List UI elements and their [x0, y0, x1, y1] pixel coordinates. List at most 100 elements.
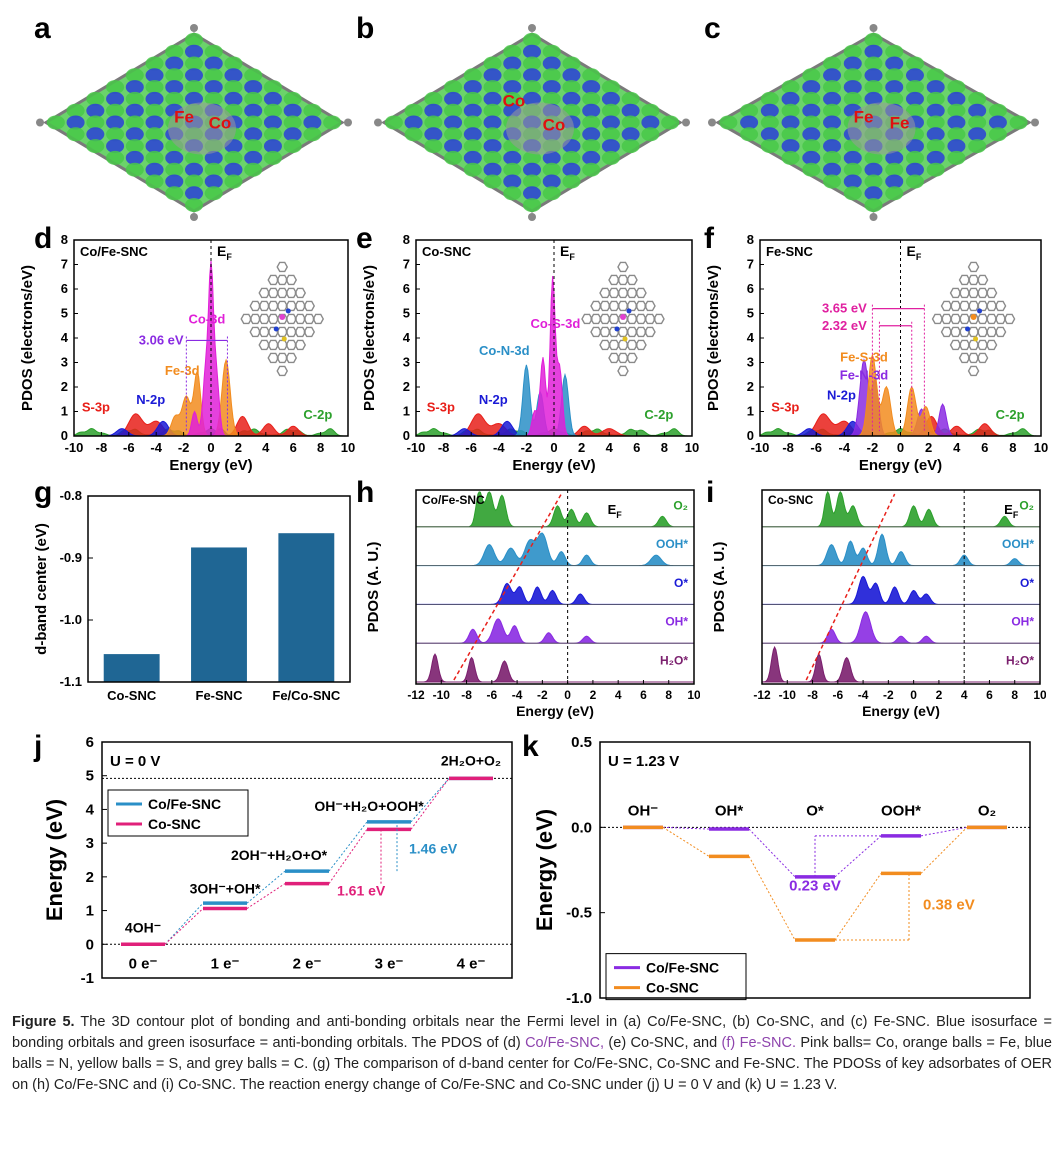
carbon-ring [608, 313, 620, 325]
carbon-ring [608, 352, 620, 364]
antibonding-lobe [843, 91, 862, 106]
y-tick-label: 0 [61, 428, 68, 443]
fermi-label: EF [608, 502, 623, 520]
electron-step-label: 1 e⁻ [211, 956, 240, 973]
plot-frame [101, 741, 513, 979]
bonding-lobe [823, 139, 842, 154]
carbon-ring [608, 274, 620, 286]
bonding-lobe [864, 91, 883, 106]
antibonding-lobe [204, 44, 223, 59]
electron-step-label: 2 e⁻ [293, 956, 322, 973]
x-tick-label: 6 [633, 440, 640, 455]
bonding-lobe [204, 80, 223, 95]
antibonding-lobe [224, 80, 243, 95]
antibonding-lobe [823, 80, 842, 95]
antibonding-lobe [823, 127, 842, 142]
carbon-ring [285, 326, 298, 338]
peak-label: Co-S-3d [530, 316, 580, 331]
x-tick-label: 6 [290, 440, 297, 455]
antibonding-lobe [125, 91, 144, 106]
carbon-ring [967, 300, 980, 312]
x-tick-label: 4 [606, 440, 614, 455]
atom-label: Fe [890, 114, 910, 133]
y-tick-label: 3 [61, 355, 68, 370]
panel-label-a: a [34, 12, 51, 45]
y-axis-label: PDOS (A. U.) [365, 542, 382, 633]
antibonding-lobe [864, 56, 883, 71]
antibonding-lobe [582, 139, 601, 154]
carbon-edge-atom [1031, 118, 1039, 127]
carbon-ring [958, 287, 971, 299]
antibonding-lobe [1009, 115, 1028, 130]
carbon-ring [285, 274, 298, 286]
antibonding-lobe [244, 162, 263, 177]
y-tick-label: 1 [747, 404, 754, 419]
carbon-ring [617, 365, 629, 377]
y-axis-label: PDOS (A. U.) [711, 542, 728, 633]
bonding-lobe [165, 56, 184, 71]
bonding-lobe [125, 150, 144, 165]
antibonding-lobe [740, 127, 759, 142]
bonding-lobe [542, 80, 561, 95]
bonding-lobe [185, 186, 203, 201]
trend-line [805, 493, 896, 681]
x-tick-label: -6 [832, 688, 843, 702]
bonding-lobe [86, 103, 105, 118]
antibonding-lobe [66, 103, 85, 118]
bonding-lobe [621, 127, 640, 142]
bonding-lobe [947, 115, 966, 130]
carbon-ring [994, 300, 1007, 312]
x-tick-label: 4 [615, 688, 622, 702]
connector [410, 778, 450, 823]
bonding-lobe [947, 139, 966, 154]
carbon-ring [285, 352, 298, 364]
antibonding-lobe [864, 174, 883, 189]
bonding-lobe [864, 44, 883, 59]
y-tick-label: -1 [81, 970, 94, 987]
bonding-lobe [802, 150, 821, 165]
carbon-ring [644, 326, 656, 338]
carbon-ring [626, 352, 638, 364]
y-tick-label: 0 [86, 936, 94, 953]
bonding-lobe [905, 139, 924, 154]
x-tick-label: 8 [1009, 440, 1016, 455]
panel-label-i: i [706, 476, 715, 509]
y-axis-label: Energy (eV) [532, 809, 557, 931]
atom-label: Co [209, 114, 232, 133]
bonding-lobe [224, 162, 243, 177]
antibonding-lobe [404, 127, 423, 142]
carbon-ring [967, 339, 980, 351]
gap-label: 3.65 eV [822, 301, 867, 316]
y-tick-label: -0.8 [60, 488, 82, 503]
plot-frame [761, 489, 1041, 685]
carbon-ring [608, 339, 620, 351]
antibonding-lobe [424, 115, 443, 130]
pdos-plot-d: PDOS (electrons/eV) EF -10 -8 -6 -4 -2 0 2 4 6 8 10 0… [19, 232, 355, 474]
bonding-lobe [263, 139, 282, 154]
carbon-ring [985, 287, 998, 299]
antibonding-lobe [283, 115, 302, 130]
y-tick-label: 6 [61, 281, 68, 296]
antibonding-lobe [926, 162, 945, 177]
bonding-lobe [483, 139, 502, 154]
carbon-ring [626, 287, 638, 299]
y-tick-label: 0.5 [571, 734, 592, 751]
bonding-lobe [926, 103, 945, 118]
bonding-lobe [523, 91, 541, 106]
caption-text-2: (e) Co-SNC, and [604, 1035, 722, 1051]
carbon-ring [249, 313, 262, 325]
legend-label: Co-SNC [646, 980, 699, 996]
bonding-lobe [542, 150, 561, 165]
x-tick-label: 2 [590, 688, 597, 702]
carbon-ring [599, 287, 611, 299]
carbon-ring [258, 287, 271, 299]
antibonding-lobe [303, 127, 322, 142]
carbon-ring [276, 287, 289, 299]
figure-caption: Figure 5. The 3D contour plot of bonding… [12, 1012, 1052, 1096]
carbon-ring [949, 313, 962, 325]
antibonding-lobe [86, 139, 105, 154]
bonding-lobe [542, 56, 561, 71]
carbon-ring [985, 339, 998, 351]
x-tick-label: 6 [986, 688, 993, 702]
carbon-ring [967, 287, 980, 299]
